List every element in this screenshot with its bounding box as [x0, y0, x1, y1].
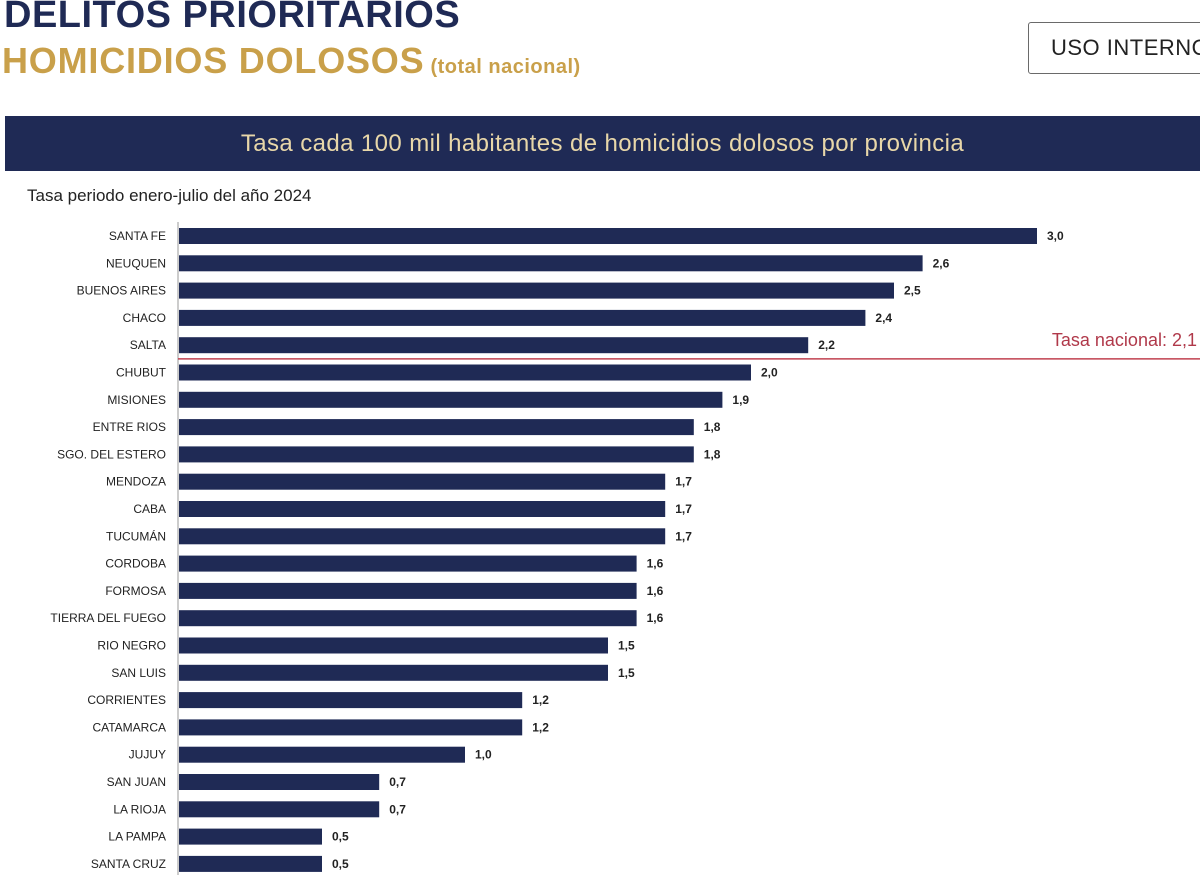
national-rate-label: Tasa nacional: 2,1	[1052, 330, 1197, 350]
bar-santa-cruz	[179, 855, 322, 872]
category-label-san-juan: SAN JUAN	[107, 775, 166, 789]
category-label-salta: SALTA	[130, 338, 166, 352]
value-label-salta: 2,2	[818, 338, 835, 352]
value-label-tierra-del-fuego: 1,6	[647, 611, 664, 625]
value-label-jujuy: 1,0	[475, 748, 492, 762]
bar-mendoza	[179, 473, 666, 490]
bar-tucuman	[179, 528, 666, 545]
value-label-santa-fe: 3,0	[1047, 229, 1064, 243]
value-label-la-rioja: 0,7	[389, 802, 406, 816]
bar-san-luis	[179, 664, 608, 681]
category-label-buenos-aires: BUENOS AIRES	[77, 284, 166, 298]
bar-neuquen	[179, 255, 923, 272]
category-label-cordoba: CORDOBA	[105, 557, 166, 571]
value-label-san-luis: 1,5	[618, 666, 635, 680]
value-label-cordoba: 1,6	[647, 557, 664, 571]
category-label-formosa: FORMOSA	[105, 584, 166, 598]
internal-use-badge: USO INTERNO	[1028, 22, 1200, 74]
category-label-la-rioja: LA RIOJA	[113, 802, 166, 816]
period-label: Tasa periodo enero-julio del año 2024	[27, 186, 312, 205]
value-label-mendoza: 1,7	[675, 475, 692, 489]
bar-cordoba	[179, 555, 637, 572]
bar-rio-negro	[179, 637, 608, 654]
category-label-rio-negro: RIO NEGRO	[97, 639, 166, 653]
bar-chubut	[179, 364, 751, 381]
category-label-santa-fe: SANTA FE	[109, 229, 166, 243]
chart-banner-text: Tasa cada 100 mil habitantes de homicidi…	[240, 129, 965, 157]
value-label-formosa: 1,6	[647, 584, 664, 598]
value-label-corrientes: 1,2	[532, 693, 549, 707]
page-subtitle: HOMICIDIOS DOLOSOS (total nacional)	[2, 40, 581, 82]
category-label-chaco: CHACO	[123, 311, 166, 325]
value-label-neuquen: 2,6	[933, 256, 950, 270]
value-label-buenos-aires: 2,5	[904, 284, 921, 298]
category-label-jujuy: JUJUY	[129, 748, 166, 762]
value-label-santa-cruz: 0,5	[332, 857, 349, 871]
value-label-catamarca: 1,2	[532, 720, 549, 734]
bar-santa-fe	[179, 228, 1037, 244]
category-label-entre-rios: ENTRE RIOS	[93, 420, 166, 434]
category-label-neuquen: NEUQUEN	[106, 256, 166, 270]
bar-misiones	[179, 391, 723, 408]
value-label-entre-rios: 1,8	[704, 420, 721, 434]
category-label-la-pampa: LA PAMPA	[108, 830, 166, 844]
value-label-tucuman: 1,7	[675, 529, 692, 543]
value-label-caba: 1,7	[675, 502, 692, 516]
category-label-caba: CABA	[133, 502, 166, 516]
category-label-catamarca: CATAMARCA	[92, 720, 166, 734]
bar-tierra-del-fuego	[179, 610, 637, 627]
category-label-santa-cruz: SANTA CRUZ	[91, 857, 166, 871]
bar-jujuy	[179, 746, 465, 763]
bar-formosa	[179, 582, 637, 599]
value-label-misiones: 1,9	[732, 393, 749, 407]
category-label-corrientes: CORRIENTES	[87, 693, 166, 707]
bar-san-juan	[179, 774, 380, 790]
category-label-san-luis: SAN LUIS	[111, 666, 166, 680]
value-label-chubut: 2,0	[761, 366, 778, 380]
bar-entre-rios	[179, 419, 694, 436]
bar-catamarca	[179, 719, 523, 736]
value-label-la-pampa: 0,5	[332, 830, 349, 844]
category-label-mendoza: MENDOZA	[106, 475, 166, 489]
bar-sgo-del-estero	[179, 446, 694, 463]
subtitle-text: HOMICIDIOS DOLOSOS	[2, 40, 425, 81]
value-label-sgo-del-estero: 1,8	[704, 447, 721, 461]
bar-la-rioja	[179, 801, 380, 818]
bar-chaco	[179, 309, 866, 326]
category-label-tierra-del-fuego: TIERRA DEL FUEGO	[50, 611, 166, 625]
chart-banner: Tasa cada 100 mil habitantes de homicidi…	[5, 116, 1200, 171]
bar-salta	[179, 337, 809, 354]
page-title: DELITOS PRIORITARIOS	[4, 0, 461, 36]
category-label-misiones: MISIONES	[107, 393, 166, 407]
value-label-chaco: 2,4	[875, 311, 892, 325]
bar-caba	[179, 501, 666, 517]
category-label-sgo-del-estero: SGO. DEL ESTERO	[57, 447, 166, 461]
bar-la-pampa	[179, 828, 322, 845]
subtitle-note: (total nacional)	[430, 56, 581, 78]
value-label-rio-negro: 1,5	[618, 639, 635, 653]
category-label-tucuman: TUCUMÁN	[106, 528, 166, 543]
value-label-san-juan: 0,7	[389, 775, 406, 789]
bar-corrientes	[179, 692, 523, 709]
category-label-chubut: CHUBUT	[116, 366, 167, 380]
bar-buenos-aires	[179, 282, 894, 299]
